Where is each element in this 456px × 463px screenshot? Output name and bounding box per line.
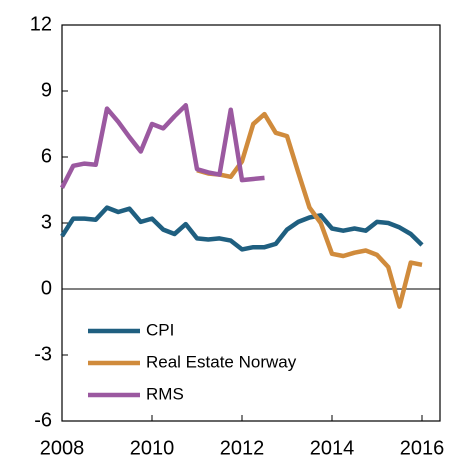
legend-label: RMS <box>146 384 184 403</box>
y-tick-label: -6 <box>34 409 52 431</box>
legend-label: CPI <box>146 320 174 339</box>
x-tick-label: 2010 <box>130 437 175 459</box>
series-line <box>60 205 424 252</box>
y-tick-label: 9 <box>41 79 52 101</box>
y-tick-label: 0 <box>41 277 52 299</box>
y-tick-label: 3 <box>41 211 52 233</box>
y-tick-label: 6 <box>41 145 52 167</box>
y-tick-label: -3 <box>34 343 52 365</box>
x-tick-label: 2008 <box>40 437 85 459</box>
x-tick-label: 2014 <box>310 437 355 459</box>
x-tick-label: 2012 <box>220 437 265 459</box>
y-tick-label: 12 <box>30 13 52 35</box>
x-tick-label: 2016 <box>400 437 445 459</box>
series-line <box>196 111 423 309</box>
legend-label: Real Estate Norway <box>146 352 297 371</box>
series-line <box>59 103 265 189</box>
